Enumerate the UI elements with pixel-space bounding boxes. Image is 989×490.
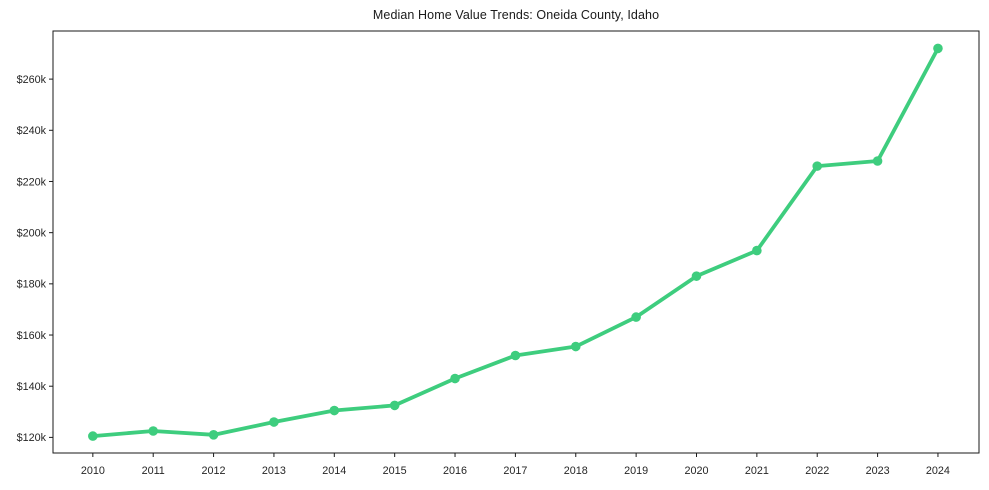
x-tick-label: 2024 <box>926 465 950 477</box>
x-tick-label: 2013 <box>262 465 286 477</box>
x-tick-label: 2011 <box>142 465 165 477</box>
data-point <box>872 156 883 166</box>
data-point <box>208 430 219 440</box>
x-tick-label: 2010 <box>81 465 105 477</box>
trend-line <box>90 46 940 439</box>
y-tick-label: $220k <box>17 176 47 188</box>
data-point <box>691 271 702 281</box>
x-tick-label: 2017 <box>503 465 527 477</box>
data-point <box>752 245 762 256</box>
plot-border <box>52 30 980 454</box>
data-point <box>88 431 98 441</box>
data-point <box>570 341 581 352</box>
y-tick-label: $260k <box>17 74 47 86</box>
data-point <box>329 405 340 416</box>
data-point <box>510 350 521 361</box>
x-tick-label: 2016 <box>443 465 467 477</box>
y-tick-label: $200k <box>17 227 47 239</box>
x-tick-label: 2018 <box>564 465 588 477</box>
y-tick-label: $120k <box>17 432 47 444</box>
x-tick-label: 2020 <box>684 465 708 477</box>
x-tick-label: 2022 <box>805 465 829 477</box>
x-tick-label: 2023 <box>866 465 890 477</box>
y-tick-label: $160k <box>17 330 47 342</box>
y-tick-label: $140k <box>17 381 47 393</box>
x-tick-label: 2021 <box>745 465 769 477</box>
x-tick-label: 2015 <box>383 465 407 477</box>
data-point <box>389 400 400 411</box>
x-tick-label: 2019 <box>624 465 648 477</box>
x-tick-label: 2012 <box>202 465 226 477</box>
data-point <box>450 373 460 384</box>
y-tick-label: $240k <box>17 125 47 137</box>
data-point <box>933 43 943 54</box>
y-tick-label: $180k <box>17 279 47 291</box>
x-tick-label: 2014 <box>322 465 346 477</box>
data-point <box>812 161 823 171</box>
data-point <box>631 312 641 322</box>
chart-title: Median Home Value Trends: Oneida County,… <box>372 8 660 22</box>
data-point <box>269 417 279 427</box>
data-point <box>148 426 159 436</box>
